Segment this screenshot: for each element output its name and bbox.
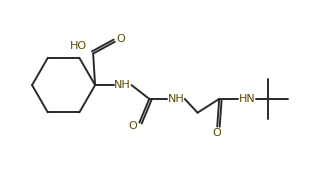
Text: O: O: [128, 122, 137, 132]
Text: NH: NH: [168, 94, 184, 104]
Text: O: O: [116, 34, 125, 44]
Text: NH: NH: [114, 80, 131, 90]
Text: HN: HN: [239, 94, 255, 104]
Text: O: O: [213, 128, 222, 138]
Text: HO: HO: [70, 41, 87, 51]
